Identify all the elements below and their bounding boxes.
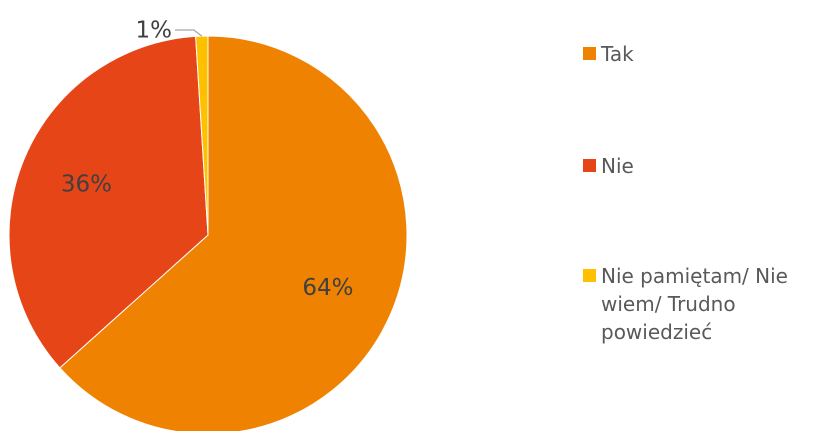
data-label-0: 64%	[302, 275, 353, 301]
data-label-2: 1%	[136, 18, 173, 44]
legend-label-tak: Tak	[601, 42, 634, 66]
leader-line-2	[175, 29, 203, 37]
legend: Tak Nie Nie pamiętam/ Nie wiem/ Trudno p…	[583, 0, 840, 431]
pie-slice-1	[8, 35, 209, 369]
legend-label-nie: Nie	[601, 154, 634, 178]
legend-swatch-nie	[583, 159, 596, 172]
legend-swatch-tak	[583, 47, 596, 60]
legend-item-nie: Nie	[583, 152, 836, 180]
legend-item-tak: Tak	[583, 40, 836, 68]
pie-chart-svg: 64% 36% 1%	[8, 18, 408, 431]
legend-swatch-nie-pamietam	[583, 269, 596, 282]
legend-label-nie-pamietam: Nie pamiętam/ Nie wiem/ Trudno powiedzie…	[601, 264, 788, 344]
pie-slice-0	[59, 35, 408, 431]
legend-item-nie-pamietam: Nie pamiętam/ Nie wiem/ Trudno powiedzie…	[583, 262, 836, 346]
data-label-1: 36%	[61, 172, 112, 198]
